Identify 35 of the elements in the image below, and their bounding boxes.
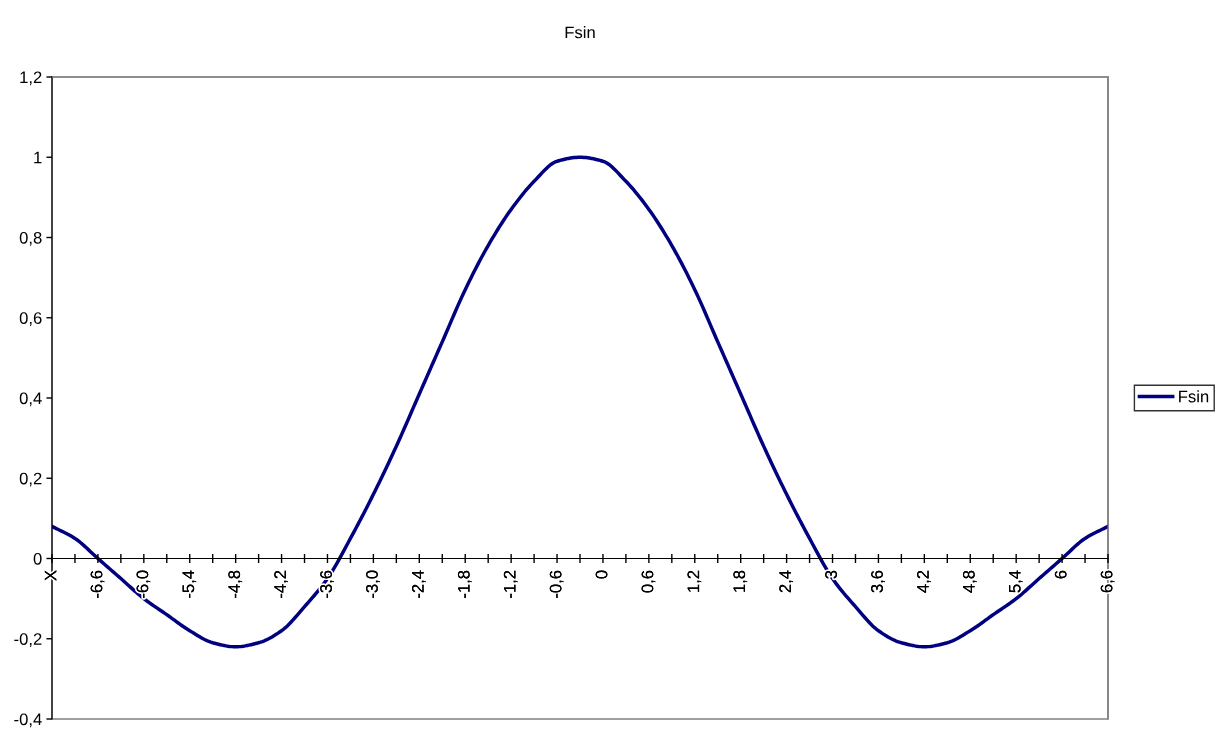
x-tick-label: -5,4 xyxy=(182,570,197,598)
x-tick-label: 6,6 xyxy=(1100,570,1115,593)
x-tick-label: -1,2 xyxy=(503,570,518,598)
y-tick-label: 0,2 xyxy=(19,472,42,487)
y-tick-label: 1 xyxy=(34,151,42,164)
x-tick-label: 0,6 xyxy=(641,570,656,593)
x-tick-label: X xyxy=(44,570,57,581)
x-tick-label: -4,8 xyxy=(228,570,243,598)
x-tick-label: 3 xyxy=(825,570,837,579)
x-tick-label: 4,8 xyxy=(962,570,977,593)
x-tick-label: 2,4 xyxy=(779,570,794,593)
x-tick-label: -3,6 xyxy=(320,570,334,598)
x-tick-label: -3,0 xyxy=(366,570,380,598)
x-tick-label: -4,2 xyxy=(274,570,289,598)
x-tick-label: 0 xyxy=(595,570,608,579)
y-tick-label: 0,8 xyxy=(19,231,42,246)
x-tick-label: 3,6 xyxy=(871,570,885,593)
y-tick-label: 0 xyxy=(33,552,42,565)
x-tick-label: -2,4 xyxy=(411,570,426,598)
y-tick-label: -0,4 xyxy=(14,713,42,728)
x-tick-label: -0,6 xyxy=(549,570,564,598)
y-tick-label: 0,4 xyxy=(19,392,42,407)
x-tick-label: 4,2 xyxy=(917,570,931,593)
x-tick-label: 6 xyxy=(1054,570,1067,579)
legend-label: Fsin xyxy=(1179,390,1209,403)
y-tick-label: 0,6 xyxy=(19,312,42,326)
x-tick-label: -6,6 xyxy=(90,570,105,598)
y-tick-label: 1,2 xyxy=(20,71,42,86)
x-tick-label: 1,8 xyxy=(733,570,748,592)
x-tick-label: -6,0 xyxy=(136,570,151,598)
chart-title: Fsin xyxy=(565,26,595,39)
x-tick-label: 1,2 xyxy=(687,570,702,592)
x-tick-label: -1,8 xyxy=(457,570,472,598)
y-tick-label: -0,2 xyxy=(14,633,42,647)
x-tick-label: 5,4 xyxy=(1009,570,1023,593)
